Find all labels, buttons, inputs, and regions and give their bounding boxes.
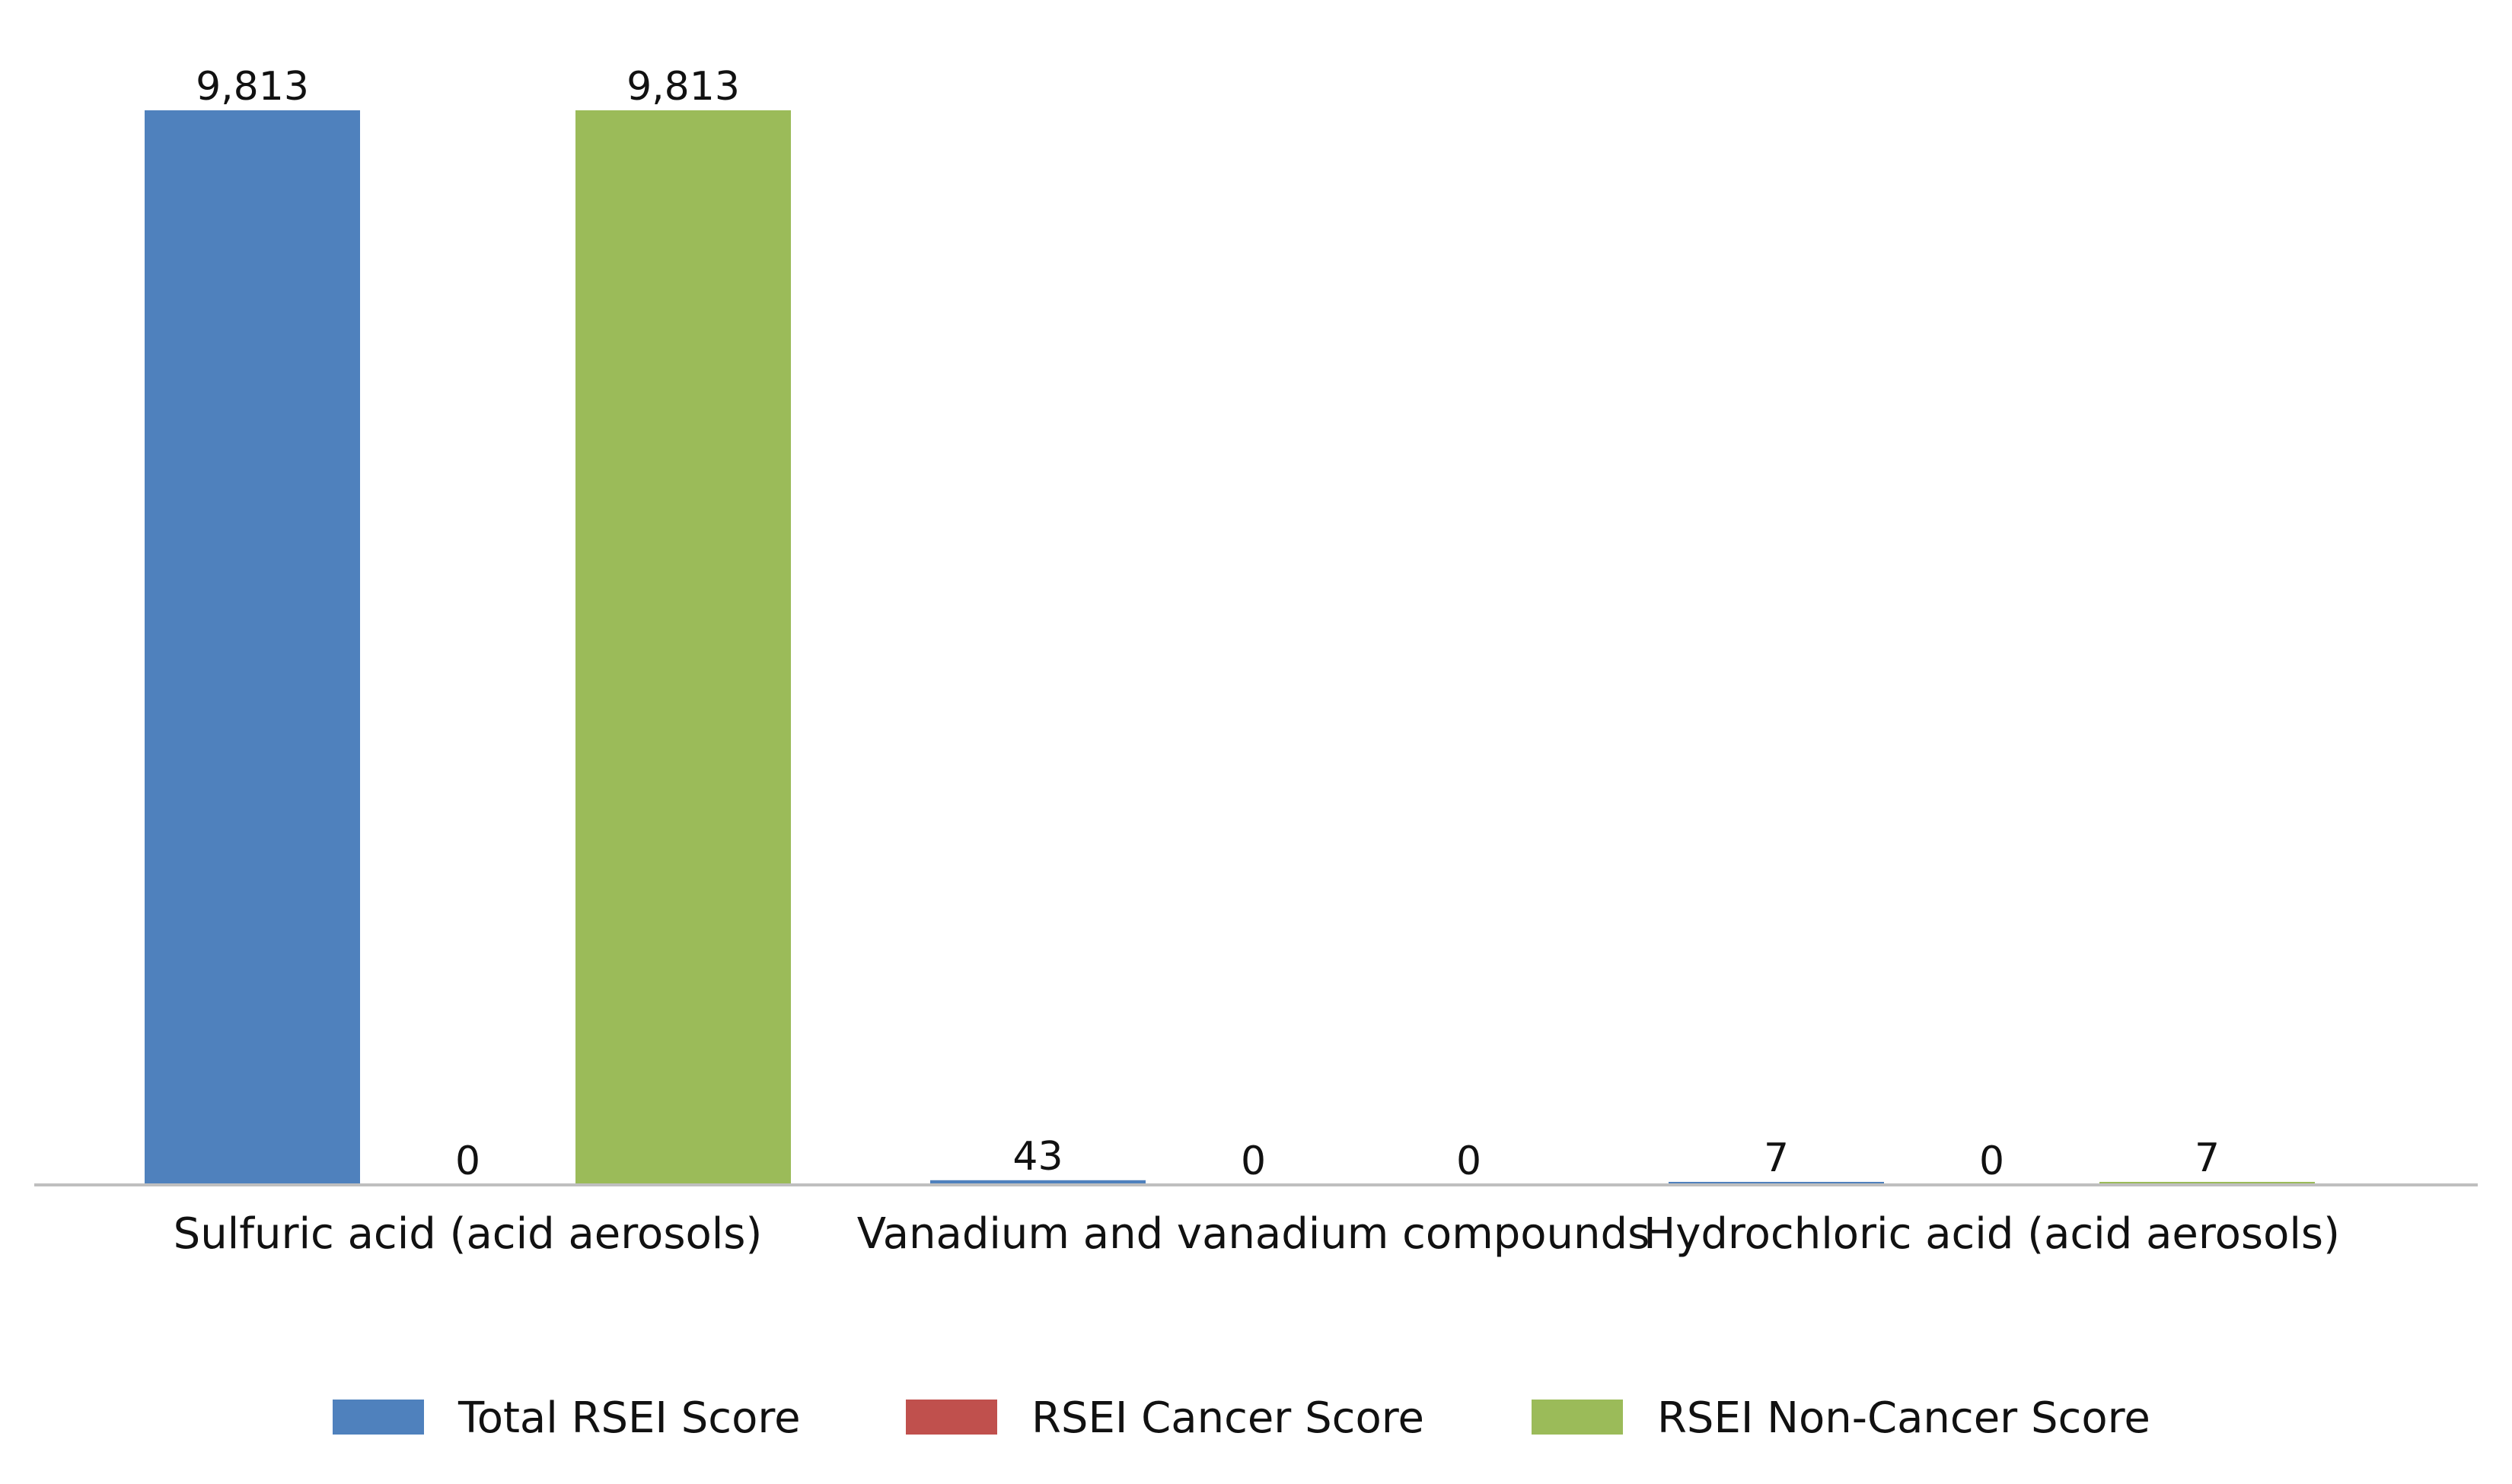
category-label: Vanadium and vanadium compounds: [857, 1209, 1650, 1259]
data-label: 9,813: [626, 64, 740, 110]
legend-item-rsei-cancer-score: RSEI Cancer Score: [906, 1393, 1424, 1443]
data-label: 43: [1012, 1134, 1063, 1180]
legend-label: RSEI Non-Cancer Score: [1657, 1393, 2150, 1443]
data-label: 0: [455, 1138, 480, 1184]
data-label: 0: [1979, 1138, 2004, 1184]
category-label: Sulfuric acid (acid aerosols): [174, 1209, 763, 1259]
legend-item-rsei-non-cancer-score: RSEI Non-Cancer Score: [1532, 1393, 2150, 1443]
data-label: 9,813: [196, 64, 309, 110]
legend: Total RSEI Score RSEI Cancer Score RSEI No…: [333, 1393, 2150, 1443]
data-label: 0: [1456, 1138, 1481, 1184]
data-labels-layer: 9,813 0 9,813 43 0 0 7 0 7: [196, 64, 2220, 1184]
data-label: 7: [2195, 1135, 2220, 1181]
data-label: 0: [1241, 1138, 1266, 1184]
legend-label: Total RSEI Score: [457, 1393, 801, 1443]
bars-layer: [145, 110, 2315, 1185]
category-labels-layer: Sulfuric acid (acid aerosols) Vanadium an…: [174, 1209, 2340, 1259]
category-label: Hydrochloric acid (acid aerosols): [1643, 1209, 2340, 1259]
legend-swatch: [333, 1400, 424, 1435]
legend-swatch: [906, 1400, 997, 1435]
legend-label: RSEI Cancer Score: [1031, 1393, 1424, 1443]
bar-total-rsei-score-vanadium-and-vanadium-compounds: [930, 1180, 1146, 1185]
legend-item-total-rsei-score: Total RSEI Score: [333, 1393, 801, 1443]
legend-swatch: [1532, 1400, 1623, 1435]
bar-total-rsei-score-sulfuric-acid-acid-aerosols: [145, 110, 360, 1185]
bar-rsei-non-cancer-score-sulfuric-acid-acid-aerosols: [575, 110, 791, 1185]
data-label: 7: [1764, 1135, 1789, 1181]
